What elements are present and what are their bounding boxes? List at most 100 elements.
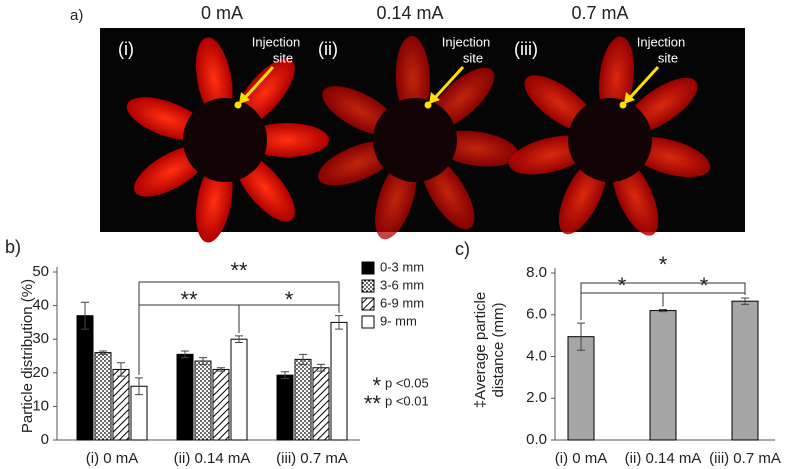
panel-label: a)	[70, 7, 83, 24]
bar	[276, 374, 294, 441]
error-bar	[235, 335, 243, 344]
legend-label: 3-6 mm	[380, 277, 424, 292]
legend-swatch	[361, 279, 375, 293]
x-tick-label: (ii) 0.14 mA	[174, 450, 251, 467]
legend-label: 0-3 mm	[380, 259, 424, 274]
y-tick-label: 0.0	[526, 431, 547, 448]
error-bar	[299, 353, 307, 365]
flower-center	[373, 98, 457, 182]
error-bar	[199, 357, 207, 365]
condition: 0.14 mA	[376, 3, 443, 23]
bar	[567, 336, 595, 441]
sig-text: p <0.05	[385, 375, 429, 390]
bar	[212, 368, 230, 441]
error-bar	[81, 301, 89, 330]
flower-center	[183, 98, 267, 182]
y-tick-label: 20	[32, 364, 49, 381]
legend-swatch	[361, 315, 375, 329]
x-tick-label: (i) 0 mA	[555, 450, 608, 467]
error-bar	[577, 322, 585, 351]
bar	[112, 368, 130, 441]
sig-bracket	[662, 292, 746, 307]
error-bar	[335, 315, 343, 330]
annotation: *	[700, 273, 709, 298]
error-bar	[217, 367, 225, 372]
injection-dot	[619, 101, 627, 109]
annotation: *	[659, 252, 668, 277]
bar	[312, 367, 330, 441]
panel-label: b)	[5, 237, 21, 257]
bar	[731, 300, 759, 441]
sig-text: p <0.01	[385, 393, 429, 408]
y-tick-label: 8.0	[526, 264, 547, 281]
injection-label: Injection	[442, 34, 490, 49]
bar	[294, 358, 312, 441]
injection-dot	[424, 101, 432, 109]
legend-swatch	[361, 297, 375, 311]
x-tick-label: (ii) 0.14 mA	[625, 450, 702, 467]
bar	[76, 315, 94, 441]
sig-bracket	[238, 304, 340, 333]
annotation: *	[285, 287, 294, 312]
annotation: **	[230, 258, 248, 283]
arrow	[430, 65, 465, 103]
legend-label: 9- mm	[380, 313, 417, 328]
arrow-head	[239, 92, 250, 104]
arrow	[240, 65, 275, 103]
injection-dot	[234, 101, 242, 109]
x-tick-label: (iii) 0.7 mA	[276, 450, 348, 467]
error-bar	[181, 350, 189, 359]
bar	[176, 353, 194, 441]
condition: 0.7 mA	[571, 3, 628, 23]
x-tick-label: (iii) 0.7 mA	[709, 450, 781, 467]
error-bar	[659, 309, 667, 313]
error-bar	[99, 350, 107, 355]
flower-center	[568, 98, 652, 182]
injection-label: Injection	[252, 34, 300, 49]
panel-label: c)	[455, 239, 470, 259]
arrow-head	[429, 92, 440, 104]
arrow	[625, 65, 660, 103]
bar	[230, 338, 248, 441]
error-bar	[741, 297, 749, 305]
y-tick-label: 40	[32, 297, 49, 314]
legend-label: 6-9 mm	[380, 295, 424, 310]
numeral: (iii)	[514, 39, 538, 59]
bar	[94, 352, 112, 441]
sig-mark: *	[372, 373, 381, 398]
flower-images	[126, 36, 711, 243]
error-bar	[281, 371, 289, 380]
sig-mark: **	[364, 391, 382, 416]
injection-label: site	[273, 50, 293, 65]
y-axis-label: ‡Average particle	[472, 292, 489, 408]
bar	[330, 321, 348, 441]
y-tick-label: 6.0	[526, 306, 547, 323]
y-axis-label: Particle distribution (%)	[19, 279, 36, 433]
error-bar	[135, 377, 143, 396]
y-tick-label: 30	[32, 330, 49, 347]
bar	[194, 360, 212, 441]
arrow-head	[624, 92, 635, 104]
y-tick-label: 4.0	[526, 347, 547, 364]
injection-label: Injection	[637, 34, 685, 49]
error-bar	[117, 362, 125, 377]
numeral: (i)	[118, 39, 134, 59]
bar	[649, 310, 677, 441]
condition: 0 mA	[201, 3, 243, 23]
y-axis-label: distance (mm)	[490, 302, 507, 397]
y-tick-label: 2.0	[526, 389, 547, 406]
legend-swatch	[361, 261, 375, 275]
y-tick-label: 50	[32, 263, 49, 280]
numeral: (ii)	[318, 39, 338, 59]
annotation: **	[180, 287, 198, 312]
y-tick-label: 0	[41, 431, 49, 448]
annotation: *	[618, 273, 627, 298]
injection-label: site	[658, 50, 678, 65]
y-tick-label: 10	[32, 397, 49, 414]
x-tick-label: (i) 0 mA	[86, 450, 139, 467]
injection-label: site	[463, 50, 483, 65]
error-bar	[317, 363, 325, 372]
